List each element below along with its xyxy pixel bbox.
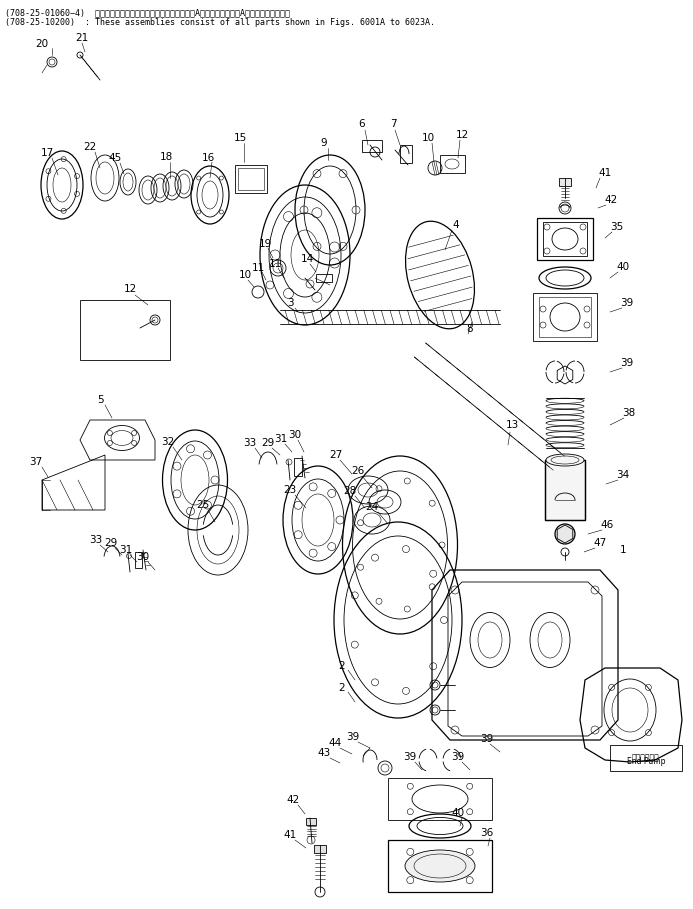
Text: 45: 45 bbox=[108, 153, 122, 163]
Text: 10: 10 bbox=[238, 270, 252, 280]
Text: 5: 5 bbox=[97, 395, 103, 405]
Text: 39: 39 bbox=[480, 734, 493, 744]
Text: 6: 6 bbox=[359, 119, 365, 129]
Bar bbox=[537, 218, 593, 260]
Bar bbox=[400, 145, 412, 163]
Text: 40: 40 bbox=[617, 262, 629, 272]
Text: 15: 15 bbox=[234, 133, 247, 143]
Text: 41: 41 bbox=[283, 830, 297, 840]
Text: 40: 40 bbox=[451, 808, 464, 818]
Text: 17: 17 bbox=[40, 148, 53, 158]
Text: 42: 42 bbox=[604, 195, 617, 205]
Bar bbox=[306, 818, 316, 825]
Text: 24: 24 bbox=[365, 502, 378, 512]
Text: 20: 20 bbox=[35, 39, 49, 49]
Text: 43: 43 bbox=[317, 748, 331, 758]
Bar bbox=[316, 274, 332, 282]
Bar bbox=[362, 140, 382, 152]
Text: 35: 35 bbox=[611, 222, 624, 232]
Bar bbox=[235, 165, 267, 193]
Text: 7: 7 bbox=[389, 119, 396, 129]
Bar bbox=[545, 460, 585, 520]
Text: 22: 22 bbox=[83, 142, 96, 152]
Bar bbox=[388, 840, 492, 892]
Text: 39: 39 bbox=[451, 752, 464, 762]
Text: (708-25-01060−4)  これらのアセンブリの構成部品は第６００１A図から第６０２３A図までご覧下さい。: (708-25-01060−4) これらのアセンブリの構成部品は第６００１A図か… bbox=[5, 8, 290, 17]
Circle shape bbox=[77, 52, 83, 58]
Bar bbox=[545, 460, 585, 520]
Bar bbox=[80, 300, 170, 360]
Text: 11: 11 bbox=[252, 263, 265, 273]
Text: 29: 29 bbox=[105, 538, 118, 548]
Text: 31: 31 bbox=[274, 434, 288, 444]
Text: 12: 12 bbox=[455, 130, 468, 140]
Text: 36: 36 bbox=[480, 828, 493, 838]
Text: End Pump: End Pump bbox=[626, 757, 665, 766]
Text: 21: 21 bbox=[76, 33, 89, 43]
Text: 39: 39 bbox=[346, 732, 360, 742]
Text: 39: 39 bbox=[403, 752, 416, 762]
Ellipse shape bbox=[546, 454, 584, 466]
Text: 34: 34 bbox=[616, 470, 630, 480]
Text: 37: 37 bbox=[29, 457, 43, 467]
Text: 11: 11 bbox=[268, 259, 281, 269]
Text: 30: 30 bbox=[137, 552, 150, 562]
Bar bbox=[543, 222, 587, 256]
Text: 41: 41 bbox=[598, 168, 612, 178]
Text: 42: 42 bbox=[286, 795, 299, 805]
Text: 4: 4 bbox=[453, 220, 459, 230]
Text: 16: 16 bbox=[202, 153, 215, 163]
Bar bbox=[388, 778, 492, 820]
Text: 27: 27 bbox=[329, 450, 342, 460]
Bar bbox=[294, 458, 302, 476]
Bar bbox=[610, 745, 682, 771]
Text: 9: 9 bbox=[321, 138, 327, 148]
Polygon shape bbox=[557, 525, 573, 543]
Text: 28: 28 bbox=[343, 486, 357, 496]
Text: 14: 14 bbox=[300, 254, 314, 264]
Text: 2: 2 bbox=[339, 683, 345, 693]
Text: 8: 8 bbox=[466, 324, 473, 334]
Text: 39: 39 bbox=[620, 358, 633, 368]
Text: 26: 26 bbox=[351, 466, 365, 476]
Text: エンドポンプ: エンドポンプ bbox=[632, 754, 660, 763]
Bar bbox=[135, 552, 142, 568]
Circle shape bbox=[428, 161, 442, 175]
Text: 1: 1 bbox=[620, 545, 626, 555]
Text: 33: 33 bbox=[243, 438, 256, 448]
Text: 32: 32 bbox=[161, 437, 175, 447]
Text: 31: 31 bbox=[119, 545, 132, 555]
Bar bbox=[533, 293, 597, 341]
Text: 10: 10 bbox=[421, 133, 435, 143]
Bar bbox=[440, 155, 465, 173]
Text: 19: 19 bbox=[258, 239, 272, 249]
Circle shape bbox=[315, 887, 325, 897]
Text: 18: 18 bbox=[159, 152, 173, 162]
Text: (708-25-10200)  : These assemblies consist of all parts shown in Figs. 6001A to : (708-25-10200) : These assemblies consis… bbox=[5, 18, 435, 27]
Text: 46: 46 bbox=[600, 520, 613, 530]
Text: 3: 3 bbox=[287, 298, 293, 308]
Text: 39: 39 bbox=[620, 298, 633, 308]
Text: 33: 33 bbox=[89, 535, 103, 545]
Bar bbox=[238, 168, 264, 190]
Circle shape bbox=[370, 147, 380, 157]
Text: 47: 47 bbox=[593, 538, 606, 548]
Text: 30: 30 bbox=[288, 430, 301, 440]
Text: 29: 29 bbox=[261, 438, 274, 448]
Text: 2: 2 bbox=[339, 661, 345, 671]
Ellipse shape bbox=[405, 850, 475, 882]
Text: 13: 13 bbox=[505, 420, 518, 430]
Text: 12: 12 bbox=[123, 284, 137, 294]
Bar bbox=[314, 845, 326, 853]
Bar bbox=[539, 297, 591, 337]
Text: 23: 23 bbox=[283, 485, 297, 495]
Text: 44: 44 bbox=[328, 738, 342, 748]
Text: 38: 38 bbox=[622, 408, 635, 418]
Text: 25: 25 bbox=[196, 500, 209, 510]
Circle shape bbox=[555, 524, 575, 544]
Bar bbox=[559, 178, 571, 186]
